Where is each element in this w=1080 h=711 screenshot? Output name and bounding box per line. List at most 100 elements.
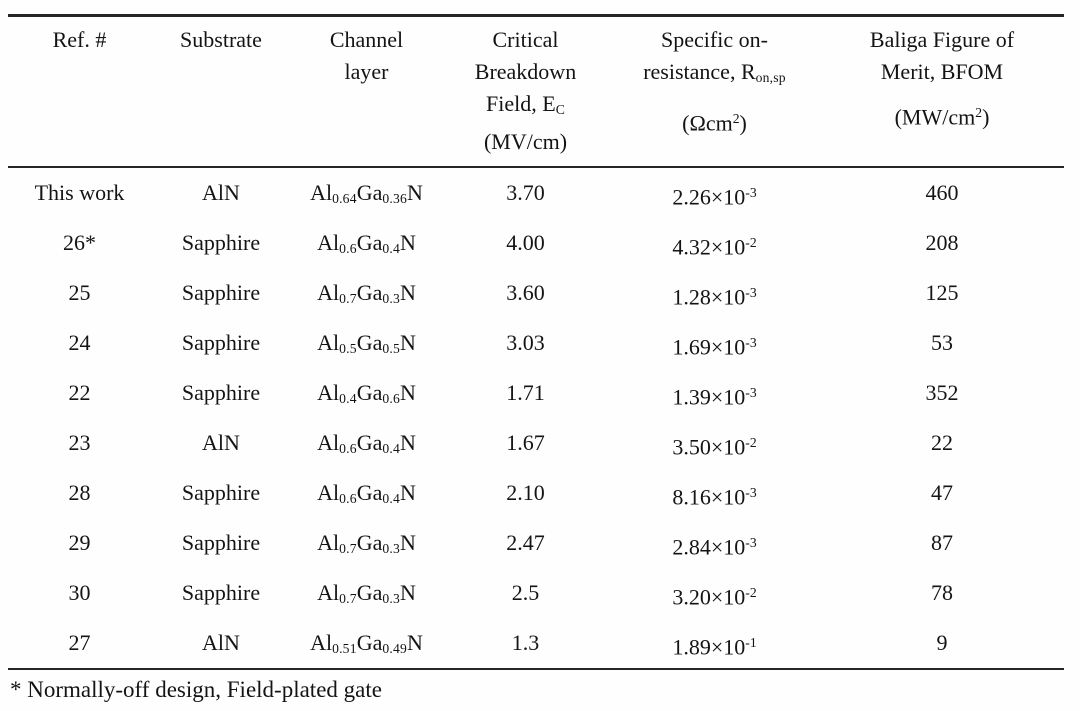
- cell-substrate: AlN: [202, 180, 240, 205]
- cell-bfom: 352: [925, 380, 959, 405]
- cell-critical-field: 2.47: [506, 530, 545, 555]
- cell-critical-field: 1.3: [511, 630, 540, 655]
- cell-on-resistance: 4.32×10-2: [609, 218, 820, 274]
- ron-subscript: on,sp: [755, 70, 786, 85]
- channel-element: N: [400, 280, 416, 305]
- channel-al-fraction: 0.6: [339, 491, 357, 506]
- ron-exponent: -3: [745, 485, 757, 500]
- cell-bfom: 208: [925, 230, 959, 255]
- ron-mantissa: 1.89×10: [672, 634, 746, 660]
- ron-unit-superscript: 2: [732, 111, 740, 126]
- table-top-rule: [8, 14, 1064, 17]
- cell-bfom: 22: [931, 430, 953, 455]
- header-ec-unit: (MV/cm): [483, 129, 568, 154]
- ron-mantissa: 3.50×10: [672, 434, 746, 460]
- channel-element: Al: [317, 580, 340, 605]
- ec-subscript: C: [555, 102, 565, 117]
- ron-exponent: -3: [745, 535, 757, 550]
- channel-element: Ga: [356, 480, 383, 505]
- table-row: 22 Sapphire Al0.4Ga0.6N 1.71 1.39×10-3 352: [8, 368, 1064, 418]
- channel-element: Al: [317, 280, 340, 305]
- ron-exponent: -3: [745, 335, 757, 350]
- table-bottom-rule: [8, 668, 1064, 670]
- channel-element: Ga: [356, 180, 383, 205]
- cell-ref: 27: [68, 630, 91, 655]
- cell-channel-layer: Al0.6Ga0.4N: [291, 418, 442, 474]
- channel-ga-fraction: 0.4: [382, 491, 401, 506]
- cell-on-resistance: 3.50×10-2: [609, 418, 820, 474]
- cell-critical-field: 1.71: [506, 380, 545, 405]
- table-row: 25 Sapphire Al0.7Ga0.3N 3.60 1.28×10-3 125: [8, 268, 1064, 318]
- ron-exponent: -2: [745, 435, 757, 450]
- cell-bfom: 460: [925, 180, 959, 205]
- cell-ref: 29: [68, 530, 91, 555]
- channel-element: Al: [317, 380, 340, 405]
- ron-exponent: -1: [745, 635, 757, 650]
- cell-channel-layer: Al0.7Ga0.3N: [291, 568, 442, 624]
- channel-element: Ga: [356, 280, 383, 305]
- header-channel-line2: layer: [344, 59, 389, 84]
- cell-on-resistance: 2.26×10-3: [609, 168, 820, 224]
- cell-on-resistance: 8.16×10-3: [609, 468, 820, 524]
- table-row: 23 AlN Al0.6Ga0.4N 1.67 3.50×10-2 22: [8, 418, 1064, 468]
- header-ref: Ref. #: [8, 24, 151, 158]
- channel-element: N: [400, 580, 416, 605]
- ron-mantissa: 2.84×10: [672, 534, 746, 560]
- cell-on-resistance: 1.89×10-1: [609, 618, 820, 674]
- table-body: This work AlN Al0.64Ga0.36N 3.70 2.26×10-3 46…: [8, 168, 1064, 668]
- cell-substrate: Sapphire: [181, 330, 261, 355]
- channel-element: N: [407, 180, 423, 205]
- table-row: 26* Sapphire Al0.6Ga0.4N 4.00 4.32×10-2 208: [8, 218, 1064, 268]
- channel-element: N: [407, 630, 423, 655]
- cell-substrate: AlN: [202, 630, 240, 655]
- channel-element: Al: [310, 180, 333, 205]
- cell-ref: 28: [68, 480, 91, 505]
- cell-ref: 23: [68, 430, 91, 455]
- table-row: This work AlN Al0.64Ga0.36N 3.70 2.26×10-3 46…: [8, 168, 1064, 218]
- header-ron-line2: resistance, Ron,sp: [643, 59, 786, 85]
- cell-channel-layer: Al0.64Ga0.36N: [291, 168, 442, 224]
- header-ec-line3: Field, EC: [486, 91, 565, 117]
- benchmark-table: Ref. # Substrate Channel layer Critical …: [8, 14, 1064, 703]
- channel-element: Ga: [356, 530, 383, 555]
- table-row: 24 Sapphire Al0.5Ga0.5N 3.03 1.69×10-3 53: [8, 318, 1064, 368]
- cell-bfom: 47: [931, 480, 953, 505]
- cell-substrate: AlN: [202, 430, 240, 455]
- channel-element: N: [400, 430, 416, 455]
- channel-element: Al: [317, 330, 340, 355]
- table-row: 29 Sapphire Al0.7Ga0.3N 2.47 2.84×10-3 87: [8, 518, 1064, 568]
- header-critical-breakdown-field: Critical Breakdown Field, EC (MV/cm): [442, 24, 609, 158]
- channel-al-fraction: 0.51: [332, 641, 357, 656]
- channel-element: Ga: [356, 430, 383, 455]
- cell-ref: This work: [34, 180, 125, 205]
- header-substrate-label: Substrate: [180, 27, 262, 52]
- channel-element: Al: [310, 630, 333, 655]
- cell-critical-field: 1.67: [506, 430, 545, 455]
- channel-al-fraction: 0.6: [339, 241, 357, 256]
- cell-bfom: 87: [931, 530, 953, 555]
- ron-mantissa: 1.28×10: [672, 284, 746, 310]
- channel-element: Al: [317, 430, 340, 455]
- channel-element: Ga: [356, 230, 383, 255]
- header-ref-label: Ref. #: [52, 27, 107, 52]
- channel-element: Ga: [356, 330, 383, 355]
- ron-exponent: -3: [745, 185, 757, 200]
- header-channel-line1: Channel: [329, 27, 404, 52]
- cell-substrate: Sapphire: [181, 230, 261, 255]
- cell-ref: 26*: [63, 230, 96, 255]
- channel-element: Ga: [356, 380, 383, 405]
- header-ec-line1: Critical: [492, 27, 559, 52]
- cell-on-resistance: 1.69×10-3: [609, 318, 820, 374]
- cell-substrate: Sapphire: [181, 380, 261, 405]
- header-bfom-unit: (MW/cm2): [894, 104, 990, 130]
- channel-ga-fraction: 0.3: [382, 591, 401, 606]
- cell-channel-layer: Al0.6Ga0.4N: [291, 218, 442, 274]
- channel-element: N: [400, 230, 416, 255]
- cell-critical-field: 2.10: [506, 480, 545, 505]
- channel-ga-fraction: 0.4: [382, 241, 401, 256]
- channel-element: N: [400, 380, 416, 405]
- header-channel-layer: Channel layer: [291, 24, 442, 158]
- cell-bfom: 9: [936, 630, 948, 655]
- channel-al-fraction: 0.6: [339, 441, 357, 456]
- cell-channel-layer: Al0.7Ga0.3N: [291, 268, 442, 324]
